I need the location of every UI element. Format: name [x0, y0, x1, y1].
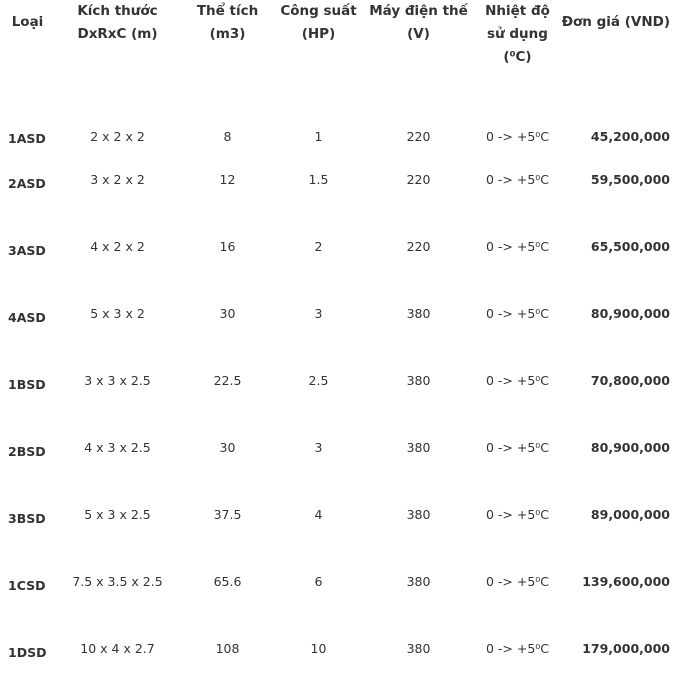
cell-power: 10 — [310, 641, 327, 656]
cell-power: 4 — [314, 507, 323, 522]
header-type: Loại — [11, 14, 44, 30]
cell-voltage: 220 — [406, 239, 431, 254]
cell-dimensions: 7.5 x 3.5 x 2.5 — [72, 574, 163, 589]
cell-temperature: 0 -> +5⁰C — [485, 440, 550, 455]
cell-volume: 108 — [215, 641, 240, 656]
cell-volume: 8 — [223, 129, 232, 144]
header-power: Công suất (HP) — [280, 3, 357, 42]
cell-dimensions: 5 x 3 x 2 — [90, 306, 145, 321]
cell-dimensions: 3 x 2 x 2 — [90, 172, 145, 187]
cell-price: 139,600,000 — [582, 574, 670, 589]
cell-type: 1DSD — [8, 645, 47, 660]
cell-volume: 65.6 — [213, 574, 242, 589]
cell-temperature: 0 -> +5⁰C — [485, 239, 550, 254]
header-temperature: Nhiệt độ sử dụng (⁰C) — [485, 3, 550, 65]
table-row: 1DSD 10 x 4 x 2.7 108 10 380 0 -> +5⁰C 179,000… — [0, 615, 670, 682]
cell-volume: 22.5 — [213, 373, 242, 388]
cell-volume: 12 — [219, 172, 236, 187]
cell-price: 45,200,000 — [590, 129, 670, 144]
table-row: 1CSD 7.5 x 3.5 x 2.5 65.6 6 380 0 -> +5⁰C 139,… — [0, 548, 670, 615]
table-row: 2BSD 4 x 3 x 2.5 30 3 380 0 -> +5⁰C 80,900,000 — [0, 414, 670, 481]
cell-volume: 30 — [219, 306, 236, 321]
cell-price: 59,500,000 — [590, 172, 670, 187]
header-volume: Thể tích (m3) — [196, 3, 259, 42]
cell-power: 3 — [314, 440, 323, 455]
cell-voltage: 380 — [406, 373, 431, 388]
cell-volume: 30 — [219, 440, 236, 455]
cell-power: 2.5 — [308, 373, 329, 388]
cell-temperature: 0 -> +5⁰C — [485, 574, 550, 589]
table-row: 4ASD 5 x 3 x 2 30 3 380 0 -> +5⁰C 80,900,000 — [0, 280, 670, 347]
cell-power: 2 — [314, 239, 323, 254]
cell-dimensions: 4 x 3 x 2.5 — [84, 440, 151, 455]
cell-temperature: 0 -> +5⁰C — [485, 306, 550, 321]
cell-volume: 37.5 — [213, 507, 242, 522]
table-row: 3ASD 4 x 2 x 2 16 2 220 0 -> +5⁰C 65,500,000 — [0, 213, 670, 280]
header-dimensions: Kích thước DxRxC (m) — [77, 3, 158, 42]
cell-price: 65,500,000 — [590, 239, 670, 254]
cell-temperature: 0 -> +5⁰C — [485, 129, 550, 144]
cell-voltage: 380 — [406, 641, 431, 656]
cell-power: 1.5 — [308, 172, 329, 187]
cell-power: 3 — [314, 306, 323, 321]
cell-type: 1CSD — [8, 578, 46, 593]
cell-type: 2ASD — [8, 176, 46, 191]
cell-volume: 16 — [219, 239, 236, 254]
cell-voltage: 380 — [406, 440, 431, 455]
cell-power: 6 — [314, 574, 323, 589]
cell-voltage: 220 — [406, 172, 431, 187]
table-row: 3BSD 5 x 3 x 2.5 37.5 4 380 0 -> +5⁰C 89,000,0… — [0, 481, 670, 548]
cell-voltage: 380 — [406, 507, 431, 522]
cell-type: 1BSD — [8, 377, 46, 392]
cell-dimensions: 5 x 3 x 2.5 — [84, 507, 151, 522]
cell-price: 80,900,000 — [590, 440, 670, 455]
cell-temperature: 0 -> +5⁰C — [485, 373, 550, 388]
cell-price: 80,900,000 — [590, 306, 670, 321]
cell-dimensions: 2 x 2 x 2 — [90, 129, 145, 144]
header-row: Loại Kích thước DxRxC (m) Thể tích (m3) Côn… — [0, 0, 670, 69]
table-row: 2ASD 3 x 2 x 2 12 1.5 220 0 -> +5⁰C 59,500,000 — [0, 146, 670, 213]
cell-dimensions: 4 x 2 x 2 — [90, 239, 145, 254]
cell-dimensions: 10 x 4 x 2.7 — [80, 641, 155, 656]
cell-price: 70,800,000 — [590, 373, 670, 388]
cell-type: 3ASD — [8, 243, 46, 258]
header-price: Đơn giá (VND) — [561, 14, 670, 30]
table-row: 1ASD 2 x 2 x 2 8 1 220 0 -> +5⁰C 45,200,000 — [0, 69, 670, 146]
cell-voltage: 380 — [406, 574, 431, 589]
cell-price: 89,000,000 — [590, 507, 670, 522]
cell-voltage: 380 — [406, 306, 431, 321]
header-voltage: Máy điện thế (V) — [369, 3, 468, 42]
cell-price: 179,000,000 — [582, 641, 670, 656]
cell-dimensions: 3 x 3 x 2.5 — [84, 373, 151, 388]
cell-temperature: 0 -> +5⁰C — [485, 641, 550, 656]
cell-type: 1ASD — [8, 131, 46, 146]
cell-voltage: 220 — [406, 129, 431, 144]
cell-type: 4ASD — [8, 310, 46, 325]
cell-type: 3BSD — [8, 511, 46, 526]
cell-temperature: 0 -> +5⁰C — [485, 172, 550, 187]
cell-temperature: 0 -> +5⁰C — [485, 507, 550, 522]
cell-type: 2BSD — [8, 444, 46, 459]
table-row: 1BSD 3 x 3 x 2.5 22.5 2.5 380 0 -> +5⁰C 70,800… — [0, 347, 670, 414]
cell-power: 1 — [314, 129, 323, 144]
